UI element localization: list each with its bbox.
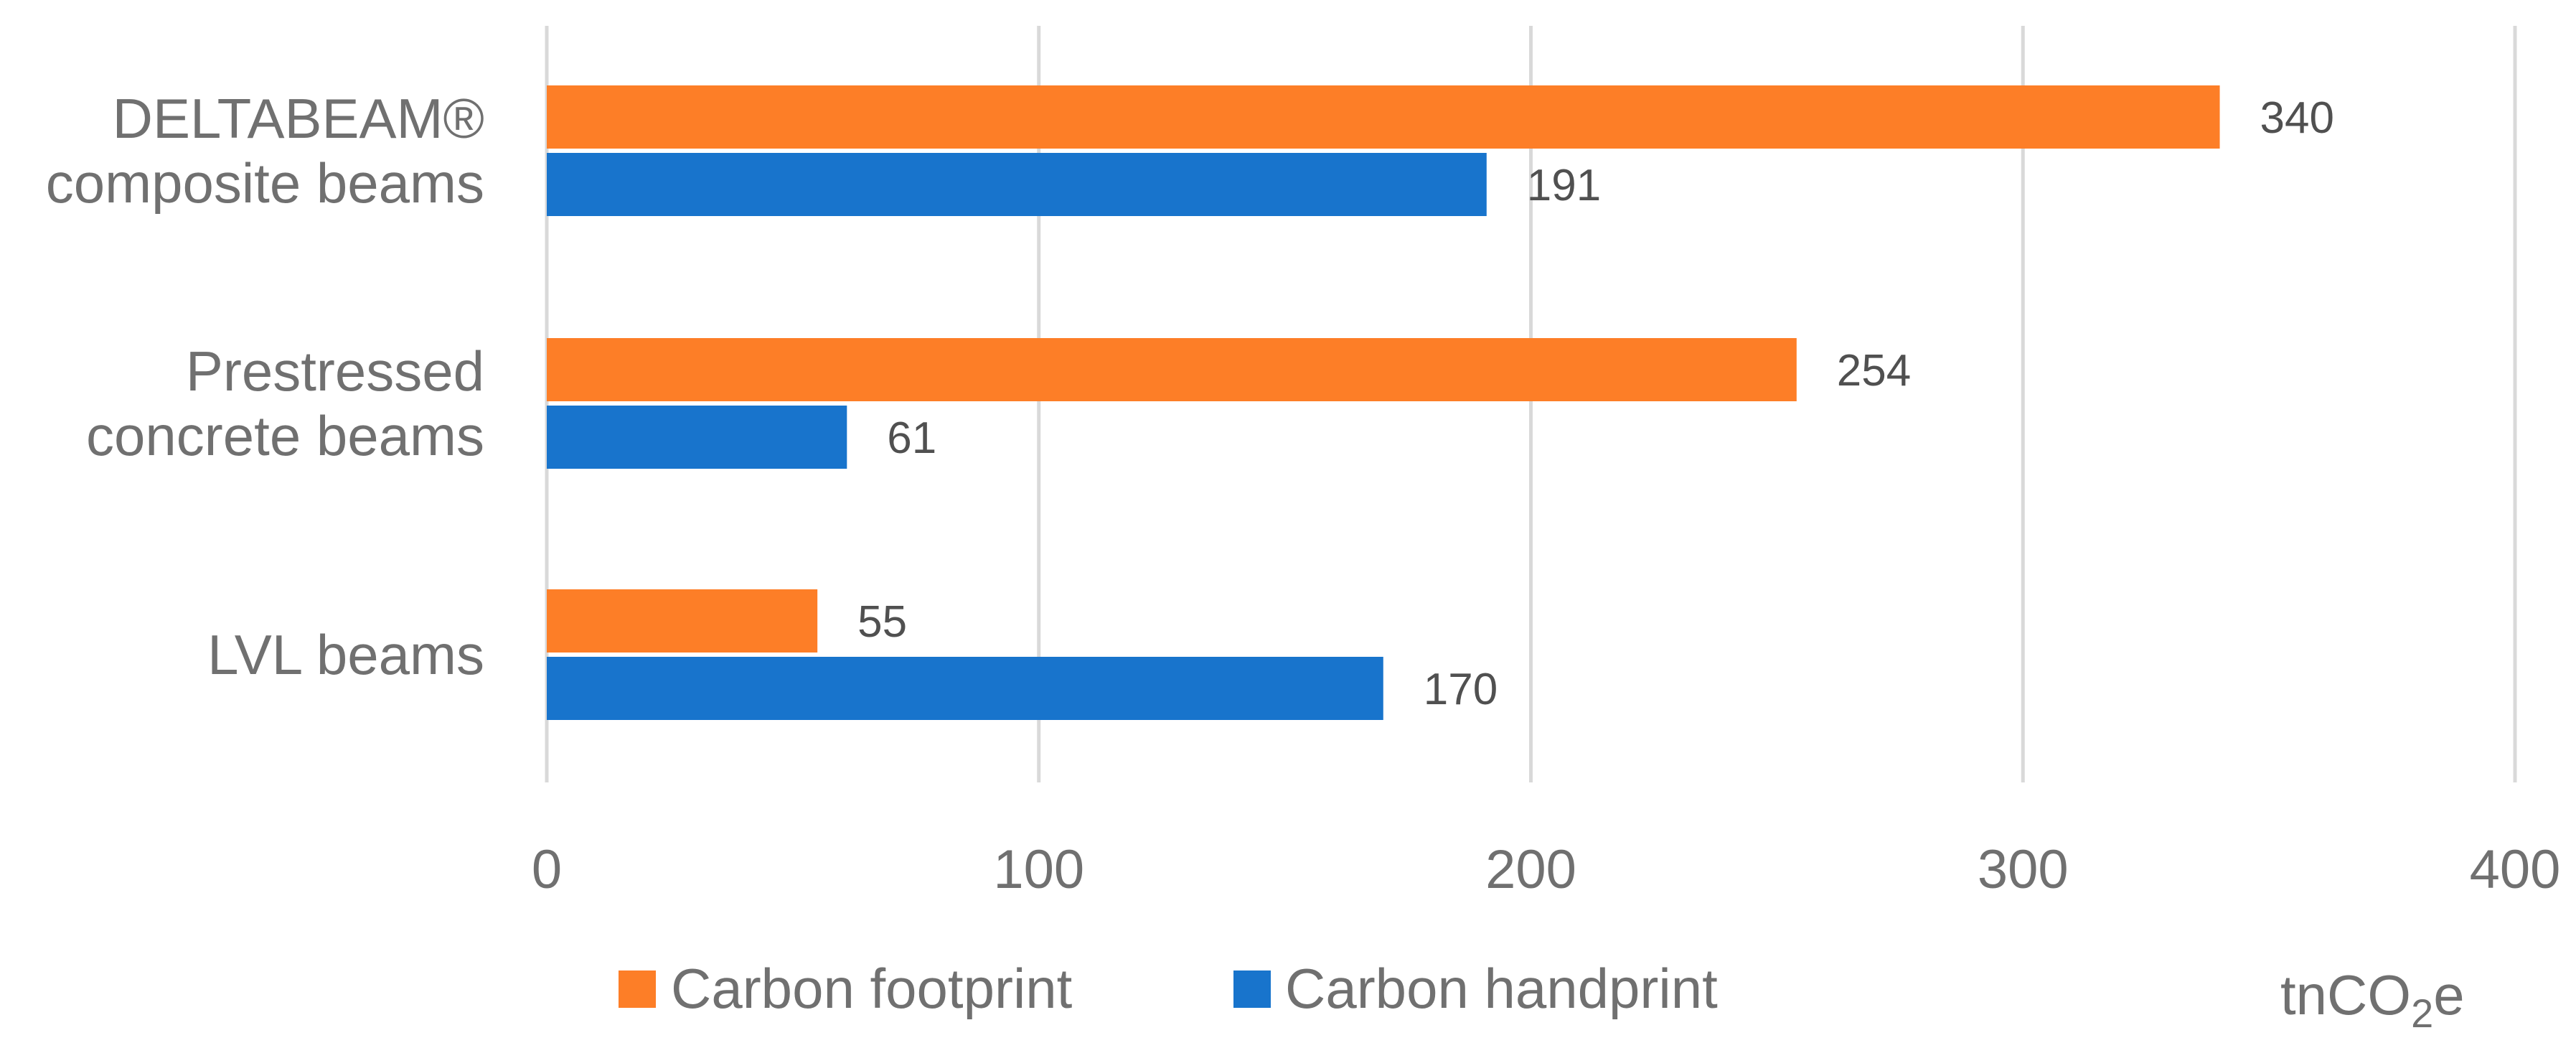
- data-label-handprint-2: 170: [1424, 665, 1498, 714]
- bar-footprint-0: [547, 85, 2220, 149]
- unit-base: tnCO: [2280, 963, 2411, 1026]
- gridlines: [545, 26, 2517, 782]
- data-label-handprint-0: 191: [1527, 161, 1601, 210]
- x-tick-label-200: 200: [1485, 839, 1576, 900]
- category-label-1-line-1: concrete beams: [86, 404, 484, 467]
- bar-handprint-0: [547, 153, 1487, 216]
- unit-label: tnCO2e: [2280, 963, 2465, 1036]
- category-label-0-line-1: composite beams: [46, 151, 484, 215]
- data-label-handprint-1: 61: [887, 413, 936, 463]
- category-labels: DELTABEAM®composite beams Prestressedconc…: [46, 87, 484, 686]
- legend: Carbon footprint Carbon handprint: [619, 957, 1718, 1020]
- x-tick-label-100: 100: [993, 839, 1084, 900]
- unit-suffix: e: [2433, 963, 2464, 1026]
- legend-label-footprint: Carbon footprint: [671, 957, 1073, 1020]
- bar-handprint-2: [547, 657, 1383, 720]
- bar-footprint-1: [547, 338, 1797, 401]
- category-label-0-line-0: DELTABEAM®: [113, 87, 484, 150]
- x-tick-label-300: 300: [1978, 839, 2069, 900]
- data-label-footprint-0: 340: [2260, 93, 2334, 143]
- x-axis-ticks: 0 100 200 300 400: [532, 839, 2561, 900]
- category-label-2-line-0: LVL beams: [207, 623, 484, 686]
- legend-label-handprint: Carbon handprint: [1285, 957, 1718, 1020]
- bar-handprint-1: [547, 406, 847, 469]
- legend-swatch-footprint: [619, 970, 656, 1008]
- data-label-footprint-1: 254: [1837, 346, 1911, 396]
- bar-footprint-2: [547, 589, 818, 653]
- x-tick-label-400: 400: [2470, 839, 2561, 900]
- unit-subscript: 2: [2411, 991, 2433, 1036]
- x-tick-label-0: 0: [532, 839, 562, 900]
- category-label-1-line-0: Prestressed: [186, 340, 484, 403]
- data-label-footprint-2: 55: [857, 597, 907, 647]
- data-labels: 340 191 254 61 55 170: [857, 93, 2334, 714]
- bars: [547, 85, 2220, 720]
- legend-swatch-handprint: [1233, 970, 1271, 1008]
